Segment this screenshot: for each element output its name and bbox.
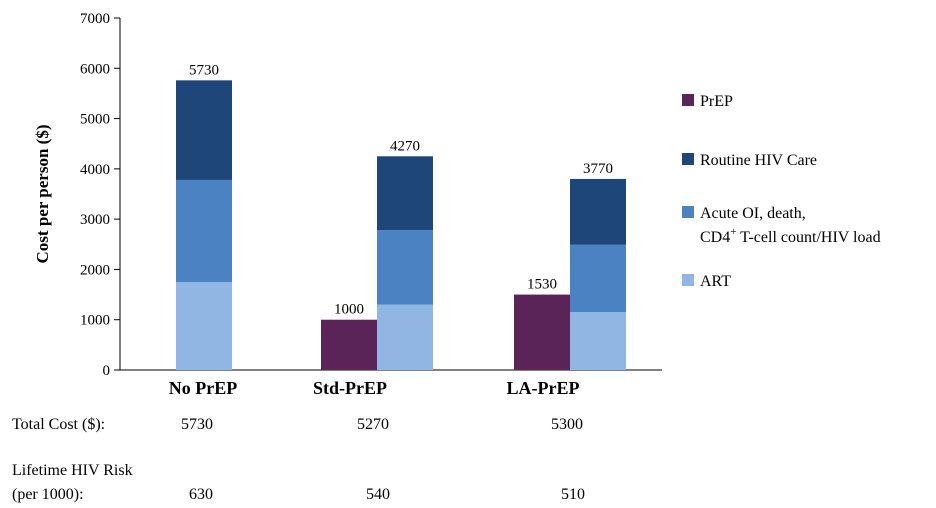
- total-cost-la-prep: 5300: [551, 416, 583, 433]
- bar-segment-routine-hiv-care: [176, 80, 232, 180]
- lifetime-risk-std-prep: 540: [366, 486, 390, 503]
- legend-label: Acute OI, death,: [700, 205, 806, 222]
- bar-segment-art: [176, 282, 232, 370]
- y-tick-label: 4000: [80, 162, 110, 178]
- y-tick-label: 7000: [80, 11, 110, 27]
- bar-segment-art: [570, 312, 626, 370]
- legend-label: ART: [700, 273, 731, 290]
- legend-swatch: [682, 153, 694, 165]
- legend-label: PrEP: [700, 93, 733, 110]
- y-tick-label: 3000: [80, 212, 110, 228]
- bar-segment-prep: [321, 319, 377, 370]
- y-tick-label: 6000: [80, 61, 110, 77]
- bar-segment-prep: [514, 294, 570, 370]
- category-label: No PrEP: [169, 378, 237, 398]
- total-cost-std-prep: 5270: [357, 416, 389, 433]
- bar-total-label: 1000: [334, 302, 364, 318]
- bar-total-label: 5730: [189, 62, 219, 78]
- bar-total-label: 3770: [583, 161, 613, 177]
- bar-segment-routine-hiv-care: [570, 178, 626, 245]
- bar-segment-acute-oi: [377, 230, 433, 305]
- lifetime-risk-la-prep: 510: [561, 486, 585, 503]
- bar-total-label: 1530: [527, 277, 557, 293]
- y-tick-label: 1000: [80, 313, 110, 329]
- y-axis-title: Cost per person ($): [33, 125, 52, 264]
- bar-segment-acute-oi: [570, 244, 626, 313]
- lifetime-risk-label-line1: Lifetime HIV Risk: [12, 462, 133, 479]
- category-label: LA-PrEP: [507, 378, 580, 398]
- total-cost-label: Total Cost ($):: [12, 416, 106, 433]
- y-tick-label: 5000: [80, 112, 110, 128]
- y-tick-label: 2000: [80, 262, 110, 278]
- y-tick-label: 0: [103, 363, 111, 379]
- bar-segment-art: [377, 304, 433, 370]
- bar-total-label: 4270: [390, 138, 420, 154]
- lifetime-risk-label-line2: (per 1000):: [12, 486, 84, 503]
- category-label: Std-PrEP: [313, 378, 387, 398]
- legend-label-line2: CD4+ T-cell count/HIV load: [700, 226, 881, 246]
- lifetime-risk-no-prep: 630: [189, 486, 213, 503]
- stacked-bar-chart: 0 1000 2000 3000 4000 5000 6000 7000 Cost per pe…: [33, 11, 881, 398]
- legend-swatch: [682, 206, 694, 218]
- legend-label: Routine HIV Care: [700, 152, 817, 169]
- legend-swatch: [682, 274, 694, 286]
- legend-swatch: [682, 94, 694, 106]
- bar-segment-acute-oi: [176, 179, 232, 282]
- total-cost-no-prep: 5730: [181, 416, 213, 433]
- bar-segment-routine-hiv-care: [377, 156, 433, 231]
